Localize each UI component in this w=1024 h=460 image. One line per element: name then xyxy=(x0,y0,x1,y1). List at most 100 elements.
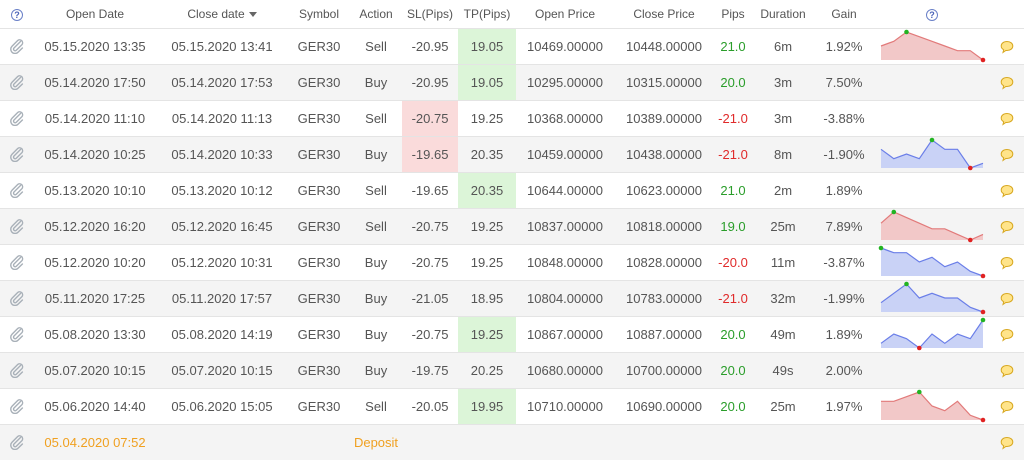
sl-cell: -19.65 xyxy=(402,136,458,173)
tp-cell: 19.95 xyxy=(458,388,516,425)
sparkline-line xyxy=(880,211,984,241)
sl-cell: -19.65 xyxy=(402,172,458,209)
pips-cell: 20.0 xyxy=(714,64,752,101)
close-price-cell: 10623.00000 xyxy=(614,172,714,209)
sparkline-chart xyxy=(874,100,990,137)
help-header-cell[interactable]: ? xyxy=(0,0,34,29)
table-row[interactable]: 05.12.2020 10:20 05.12.2020 10:31 GER30 Buy… xyxy=(0,244,1024,281)
symbol-header[interactable]: Symbol xyxy=(288,0,350,29)
paperclip-icon[interactable] xyxy=(0,136,34,173)
table-row[interactable]: 05.11.2020 17:25 05.11.2020 17:57 GER30 Buy… xyxy=(0,280,1024,317)
gain-header[interactable]: Gain xyxy=(814,0,874,29)
gain-cell: 7.50% xyxy=(814,64,874,101)
action-header[interactable]: Action xyxy=(350,0,402,29)
tp-cell: 18.95 xyxy=(458,280,516,317)
sl-cell: -21.05 xyxy=(402,280,458,317)
paperclip-icon[interactable] xyxy=(0,316,34,353)
paperclip-icon[interactable] xyxy=(0,352,34,389)
tp-cell: 20.35 xyxy=(458,136,516,173)
sort-desc-icon[interactable] xyxy=(248,12,257,18)
comment-bubble-icon[interactable] xyxy=(990,172,1024,209)
table-row[interactable]: 05.14.2020 11:10 05.14.2020 11:13 GER30 Sel… xyxy=(0,100,1024,137)
sparkline-area xyxy=(881,32,983,60)
sl-cell: -20.75 xyxy=(402,100,458,137)
comment-bubble-icon[interactable] xyxy=(990,100,1024,137)
paperclip-icon[interactable] xyxy=(0,100,34,137)
open-price-header[interactable]: Open Price xyxy=(516,0,614,29)
paperclip-icon[interactable] xyxy=(0,280,34,317)
table-row[interactable]: 05.08.2020 13:30 05.08.2020 14:19 GER30 Buy… xyxy=(0,316,1024,353)
comment-bubble-icon[interactable] xyxy=(990,28,1024,65)
table-row[interactable]: 05.07.2020 10:15 05.07.2020 10:15 GER30 Buy… xyxy=(0,352,1024,389)
comment-bubble-icon[interactable] xyxy=(990,424,1024,460)
sparkline-chart xyxy=(874,172,990,209)
paperclip-icon[interactable] xyxy=(0,208,34,245)
open-date-cell: 05.14.2020 10:25 xyxy=(34,136,156,173)
comment-bubble-icon[interactable] xyxy=(990,208,1024,245)
close-date-cell: 05.14.2020 10:33 xyxy=(156,136,288,173)
paperclip-icon[interactable] xyxy=(0,244,34,281)
close-price-cell: 10700.00000 xyxy=(614,352,714,389)
sl-cell: -20.75 xyxy=(402,244,458,281)
sl-cell: -20.95 xyxy=(402,64,458,101)
pips-header[interactable]: Pips xyxy=(714,0,752,29)
table-row[interactable]: 05.14.2020 17:50 05.14.2020 17:53 GER30 Buy… xyxy=(0,64,1024,101)
sparkline-chart xyxy=(874,352,990,389)
paperclip-icon[interactable] xyxy=(0,424,34,460)
table-row[interactable]: 05.06.2020 14:40 05.06.2020 15:05 GER30 Sel… xyxy=(0,388,1024,425)
table-row[interactable]: 05.15.2020 13:35 05.15.2020 13:41 GER30 Sel… xyxy=(0,28,1024,65)
symbol-cell: GER30 xyxy=(288,316,350,353)
sparkline-line xyxy=(880,319,984,349)
close-price-cell: 10438.00000 xyxy=(614,136,714,173)
tp-cell: 19.05 xyxy=(458,28,516,65)
table-row[interactable]: 05.13.2020 10:10 05.13.2020 10:12 GER30 Sel… xyxy=(0,172,1024,209)
close-price-cell: 10818.00000 xyxy=(614,208,714,245)
paperclip-icon[interactable] xyxy=(0,172,34,209)
question-icon[interactable]: ? xyxy=(11,8,23,21)
action-cell: Buy xyxy=(350,280,402,317)
close-date-header[interactable]: Close date xyxy=(156,0,288,29)
sparkline-max-point xyxy=(891,209,897,215)
paperclip-icon[interactable] xyxy=(0,64,34,101)
pips-cell: -21.0 xyxy=(714,280,752,317)
open-price-cell: 10459.00000 xyxy=(516,136,614,173)
action-cell: Sell xyxy=(350,172,402,209)
comment-bubble-icon[interactable] xyxy=(990,352,1024,389)
sparkline-area xyxy=(881,284,983,312)
deposit-label-cell: Deposit xyxy=(350,424,402,460)
comment-bubble-icon[interactable] xyxy=(990,136,1024,173)
sl-header[interactable]: SL(Pips) xyxy=(402,0,458,29)
tp-header[interactable]: TP(Pips) xyxy=(458,0,516,29)
comment-bubble-icon[interactable] xyxy=(990,316,1024,353)
action-cell: Sell xyxy=(350,28,402,65)
tp-cell: 19.25 xyxy=(458,100,516,137)
duration-header[interactable]: Duration xyxy=(752,0,814,29)
table-row[interactable]: 05.14.2020 10:25 05.14.2020 10:33 GER30 Buy… xyxy=(0,136,1024,173)
open-date-header[interactable]: Open Date xyxy=(34,0,156,29)
open-date-cell: 05.14.2020 17:50 xyxy=(34,64,156,101)
sparkline-area xyxy=(881,140,983,168)
open-price-cell: 10644.00000 xyxy=(516,172,614,209)
comment-bubble-icon[interactable] xyxy=(990,388,1024,425)
gain-cell: 7.89% xyxy=(814,208,874,245)
question-icon[interactable]: ? xyxy=(926,8,938,21)
symbol-cell: GER30 xyxy=(288,388,350,425)
open-date-cell: 05.08.2020 13:30 xyxy=(34,316,156,353)
action-cell: Buy xyxy=(350,352,402,389)
close-price-header[interactable]: Close Price xyxy=(614,0,714,29)
comment-bubble-icon[interactable] xyxy=(990,244,1024,281)
paperclip-icon[interactable] xyxy=(0,28,34,65)
empty-cell xyxy=(614,424,714,460)
comment-header-cell xyxy=(990,0,1024,29)
comment-bubble-icon[interactable] xyxy=(990,64,1024,101)
comment-bubble-icon[interactable] xyxy=(990,280,1024,317)
table-row[interactable]: 05.12.2020 16:20 05.12.2020 16:45 GER30 Sel… xyxy=(0,208,1024,245)
chart-header-cell[interactable]: ? xyxy=(874,0,990,29)
pips-cell: 20.0 xyxy=(714,316,752,353)
deposit-row[interactable]: 05.04.2020 07:52 Deposit xyxy=(0,424,1024,460)
open-price-cell: 10867.00000 xyxy=(516,316,614,353)
duration-cell: 32m xyxy=(752,280,814,317)
close-date-header-label[interactable]: Close date xyxy=(187,6,245,21)
close-date-cell: 05.14.2020 17:53 xyxy=(156,64,288,101)
paperclip-icon[interactable] xyxy=(0,388,34,425)
